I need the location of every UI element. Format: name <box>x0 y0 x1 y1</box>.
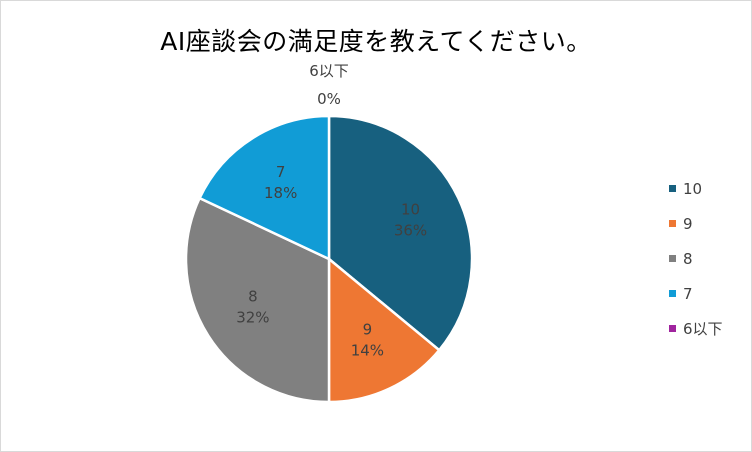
legend-label-10: 10 <box>683 180 702 198</box>
legend-swatch-9 <box>669 220 676 227</box>
legend-label-7: 7 <box>683 285 693 303</box>
slice-category-label: 7 <box>276 163 286 181</box>
slice-percent-label: 14% <box>351 342 384 360</box>
slice-category-label: 8 <box>248 287 258 305</box>
pie-slice-7 <box>197 114 331 261</box>
slice-category-label: 6以下 <box>309 62 349 80</box>
pie-slice-9 <box>327 256 441 404</box>
legend-swatch-7 <box>669 290 676 297</box>
legend-swatch-10 <box>669 185 676 192</box>
legend-swatch-8 <box>669 255 676 262</box>
slice-percent-label: 0% <box>317 90 341 108</box>
pie-slice-8 <box>184 196 331 404</box>
legend-swatch-6以下 <box>669 325 676 332</box>
legend-label-9: 9 <box>683 215 693 233</box>
legend-label-8: 8 <box>683 250 693 268</box>
pie-slice-10 <box>327 114 474 352</box>
legend-label-6以下: 6以下 <box>683 320 723 338</box>
slice-category-label: 10 <box>401 201 420 219</box>
slice-percent-label: 32% <box>236 308 269 326</box>
slice-category-label: 9 <box>363 321 373 339</box>
slice-percent-label: 36% <box>394 222 427 240</box>
slice-percent-label: 18% <box>264 184 297 202</box>
chart-title: AI座談会の満足度を教えてください。 <box>160 27 592 56</box>
